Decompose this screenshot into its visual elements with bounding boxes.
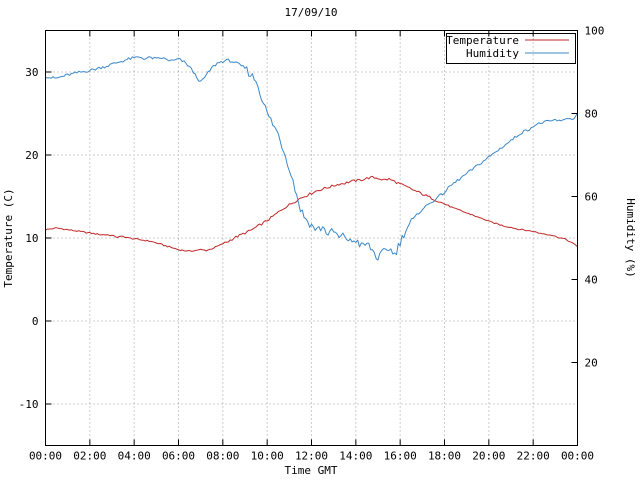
series-line-humidity — [45, 56, 578, 261]
x-tick-label: 00:00 — [561, 450, 594, 463]
y2-tick-label: 80 — [585, 108, 598, 121]
legend-label: Humidity — [466, 47, 519, 60]
x-tick-label: 12:00 — [295, 450, 328, 463]
y-tick-label: 0 — [32, 315, 39, 328]
y-axis-label: Temperature (C) — [2, 188, 15, 287]
tick-labels-layer: 00:00 02:00 04:00 06:00 08:00 10:00 12:00 14:00… — [19, 25, 605, 463]
legend-label: Temperature — [446, 34, 519, 47]
y-tick-label: -10 — [19, 398, 39, 411]
x-tick-label: 00:00 — [29, 450, 62, 463]
legend-box — [446, 33, 576, 64]
x-tick-label: 10:00 — [251, 450, 284, 463]
x-axis-label: Time GMT — [285, 464, 338, 477]
series-line-temperature — [45, 175, 578, 252]
y2-tick-label: 100 — [585, 25, 605, 38]
x-tick-label: 14:00 — [339, 450, 372, 463]
x-tick-label: 22:00 — [517, 450, 550, 463]
chart-title: 17/09/10 — [285, 6, 338, 19]
series-layer — [45, 56, 578, 261]
x-tick-label: 02:00 — [73, 450, 106, 463]
y2-tick-label: 20 — [585, 357, 598, 370]
x-tick-label: 04:00 — [118, 450, 151, 463]
grid-layer — [45, 30, 578, 446]
x-tick-label: 16:00 — [384, 450, 417, 463]
y2-tick-label: 60 — [585, 191, 598, 204]
y2-tick-label: 40 — [585, 274, 598, 287]
x-tick-label: 20:00 — [472, 450, 505, 463]
y-tick-label: 20 — [25, 149, 38, 162]
x-tick-label: 06:00 — [162, 450, 195, 463]
y-tick-label: 10 — [25, 232, 38, 245]
x-tick-label: 18:00 — [428, 450, 461, 463]
ticks-layer — [45, 30, 578, 446]
x-tick-label: 08:00 — [206, 450, 239, 463]
y-tick-label: 30 — [25, 66, 38, 79]
y2-axis-label: Humidity (%) — [624, 198, 637, 277]
